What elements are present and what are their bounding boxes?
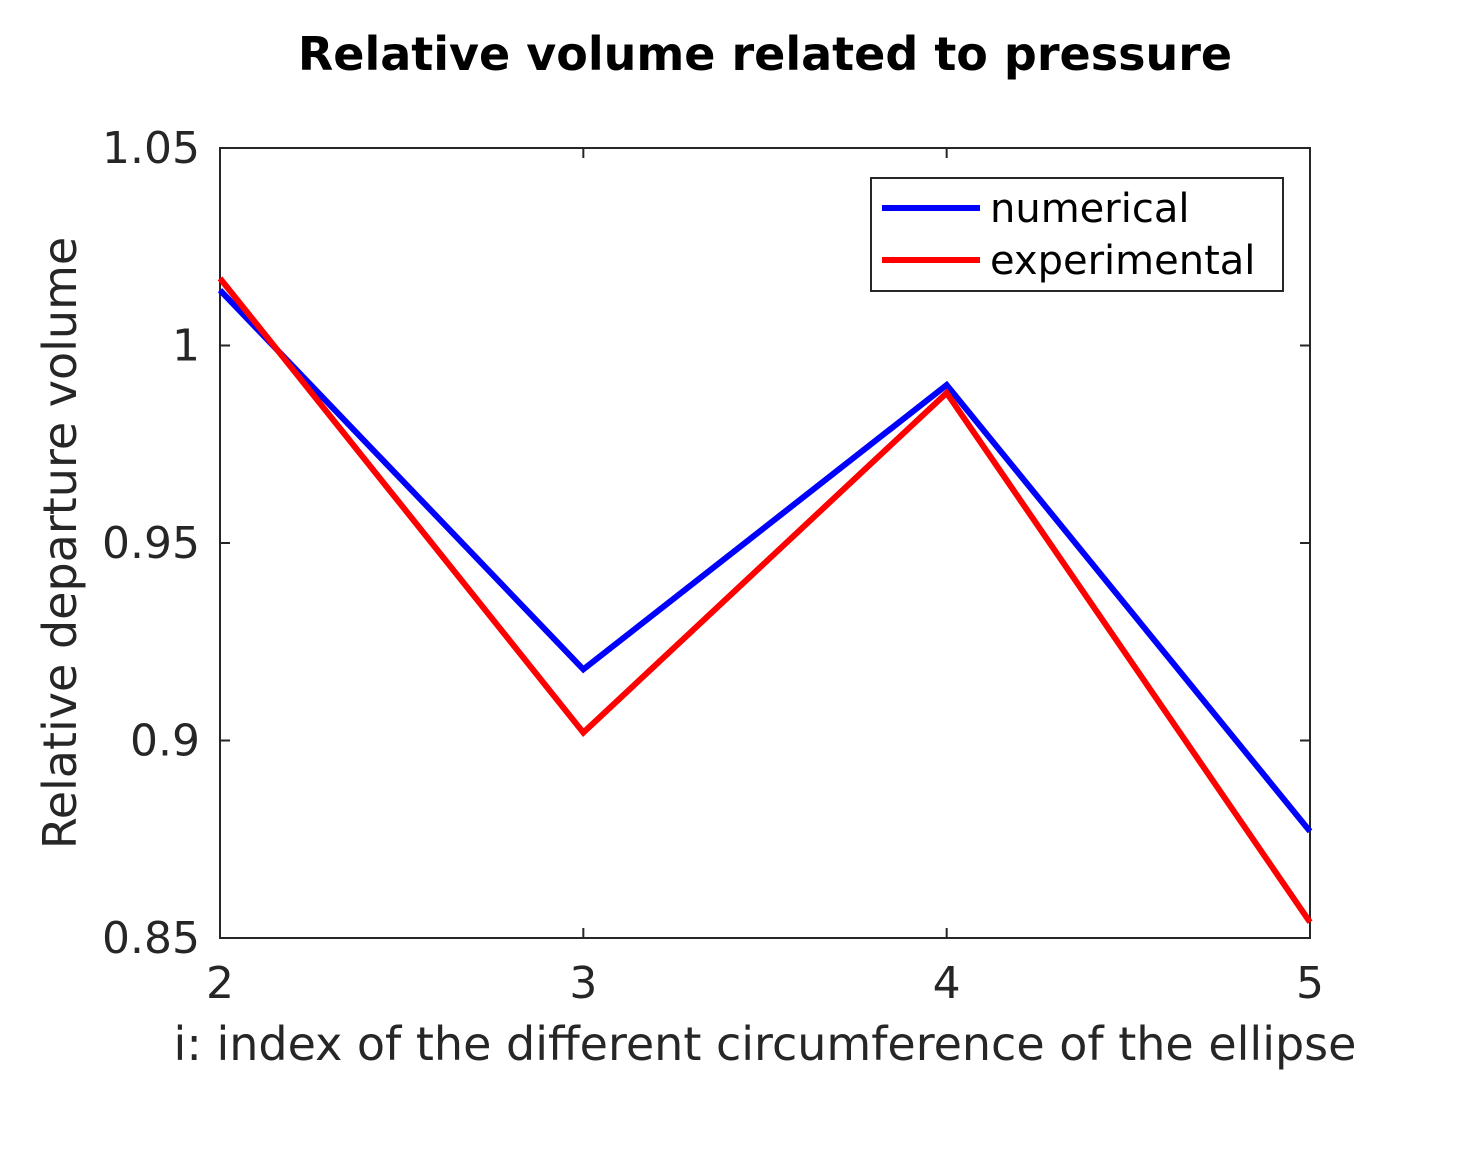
series-lines xyxy=(217,276,1313,924)
y-tick-labels: 0.85 0.9 0.95 1 1.05 xyxy=(102,123,200,964)
x-tick-label: 4 xyxy=(933,958,961,1009)
x-axis-label: i: index of the different circumference … xyxy=(174,1017,1357,1071)
x-tick-labels: 2 3 4 5 xyxy=(206,958,1324,1009)
x-tick-label: 5 xyxy=(1296,958,1324,1009)
axis-ticks xyxy=(219,147,1311,939)
y-axis-label: Relative departure volume xyxy=(33,237,87,849)
legend-label-numerical: numerical xyxy=(990,186,1189,232)
chart-title: Relative volume related to pressure xyxy=(298,27,1232,81)
y-tick-label: 1.05 xyxy=(102,123,200,174)
y-tick-label: 0.9 xyxy=(130,716,200,767)
x-tick-label: 2 xyxy=(206,958,234,1009)
y-tick-label: 0.95 xyxy=(102,518,200,569)
legend-box xyxy=(870,177,1284,292)
x-tick-label: 3 xyxy=(569,958,597,1009)
series-line-numerical xyxy=(217,288,1313,834)
series-line-experimental xyxy=(217,276,1313,924)
legend: numerical experimental xyxy=(870,177,1284,292)
y-tick-label: 1 xyxy=(172,321,200,372)
legend-label-experimental: experimental xyxy=(990,238,1255,284)
y-tick-label: 0.85 xyxy=(102,913,200,964)
